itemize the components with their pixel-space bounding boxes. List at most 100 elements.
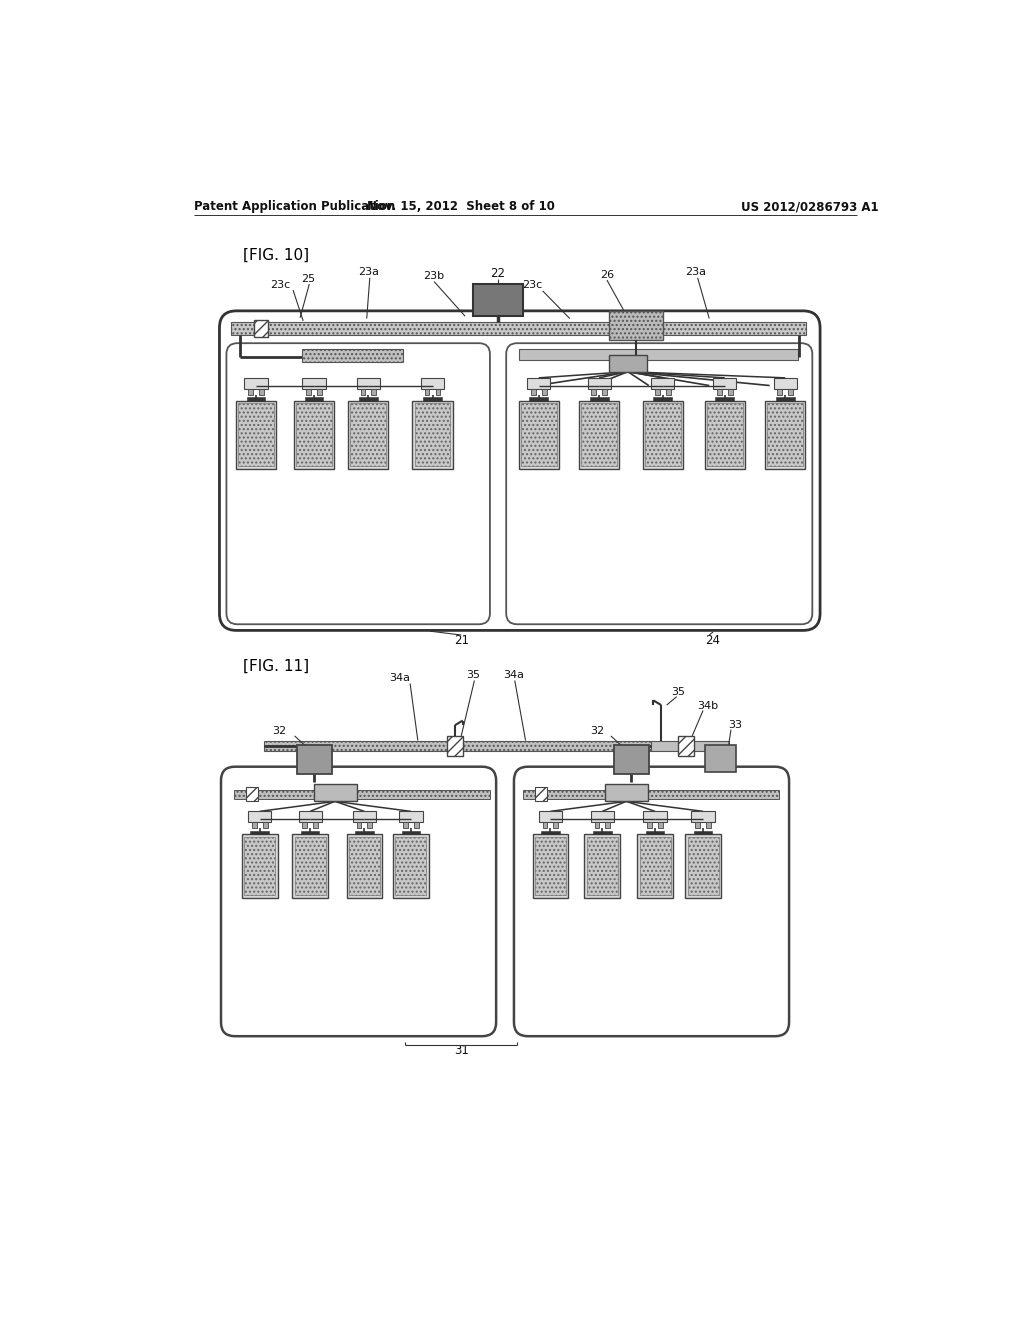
FancyBboxPatch shape (506, 343, 812, 624)
Text: 23a: 23a (357, 268, 379, 277)
Text: 25: 25 (301, 273, 315, 284)
Text: [FIG. 10]: [FIG. 10] (243, 248, 309, 263)
Bar (728, 388, 732, 395)
Bar (593, 830, 611, 834)
Bar (542, 388, 547, 395)
Bar (263, 822, 267, 829)
FancyBboxPatch shape (219, 312, 820, 631)
Bar (693, 830, 713, 834)
Bar (643, 401, 683, 469)
Bar (608, 355, 647, 372)
Bar (245, 378, 267, 388)
Bar (399, 812, 423, 822)
Text: Patent Application Publication: Patent Application Publication (194, 201, 395, 214)
Bar (306, 388, 311, 395)
Bar (605, 822, 610, 829)
Bar (645, 404, 681, 466)
Bar (414, 822, 419, 829)
Bar (591, 812, 614, 822)
Bar (643, 812, 667, 822)
Text: 21: 21 (454, 634, 469, 647)
Bar (254, 321, 267, 337)
Bar (539, 812, 562, 822)
Bar (403, 822, 408, 829)
Text: 24: 24 (706, 634, 721, 647)
Bar (523, 789, 779, 799)
Bar (543, 822, 547, 829)
Bar (653, 397, 672, 401)
Bar (655, 388, 659, 395)
Bar (706, 744, 736, 772)
Bar (666, 388, 671, 395)
Bar (587, 837, 617, 895)
Bar (716, 397, 734, 401)
Bar (765, 401, 805, 469)
Bar (529, 397, 548, 401)
Bar (415, 404, 451, 466)
Bar (776, 397, 795, 401)
Text: 26: 26 (600, 269, 614, 280)
Bar (352, 812, 376, 822)
Bar (242, 834, 278, 898)
Bar (314, 784, 356, 801)
Text: 35: 35 (672, 686, 685, 697)
Bar (777, 388, 782, 395)
Bar (251, 830, 269, 834)
Bar (248, 812, 271, 822)
Text: 33: 33 (729, 721, 742, 730)
Bar (245, 837, 275, 895)
Bar (302, 822, 307, 829)
Bar (705, 401, 744, 469)
Bar (647, 822, 652, 829)
Bar (527, 378, 550, 388)
Bar (301, 830, 319, 834)
Bar (535, 787, 547, 800)
Bar (302, 378, 326, 388)
Bar (360, 388, 366, 395)
Bar (302, 350, 403, 362)
Text: 34b: 34b (697, 701, 718, 711)
Bar (585, 834, 621, 898)
FancyBboxPatch shape (226, 343, 489, 624)
Bar (393, 834, 429, 898)
Bar (247, 397, 265, 401)
Bar (687, 837, 719, 895)
Text: 23b: 23b (423, 271, 444, 281)
Bar (259, 388, 263, 395)
Bar (346, 834, 382, 898)
Bar (554, 822, 558, 829)
Text: 34a: 34a (389, 673, 410, 684)
Bar (532, 834, 568, 898)
Text: 22: 22 (490, 267, 505, 280)
Text: 23c: 23c (522, 280, 543, 290)
Bar (531, 388, 536, 395)
Bar (707, 822, 711, 829)
Bar (296, 404, 332, 466)
Bar (356, 822, 361, 829)
Bar (292, 834, 328, 898)
Bar (231, 322, 806, 335)
Text: 32: 32 (590, 726, 604, 735)
Bar (401, 830, 420, 834)
Bar (355, 830, 374, 834)
Text: Nov. 15, 2012  Sheet 8 of 10: Nov. 15, 2012 Sheet 8 of 10 (368, 201, 555, 214)
Bar (246, 787, 258, 800)
Bar (252, 822, 257, 829)
Bar (356, 378, 380, 388)
Bar (317, 388, 322, 395)
Bar (295, 837, 326, 895)
Bar (541, 830, 560, 834)
Bar (590, 397, 608, 401)
Bar (425, 388, 429, 395)
Bar (588, 378, 611, 388)
Bar (579, 401, 620, 469)
Bar (236, 401, 276, 469)
Bar (234, 789, 489, 799)
Bar (717, 388, 722, 395)
Bar (767, 404, 803, 466)
Bar (773, 378, 797, 388)
Bar (359, 397, 378, 401)
Bar (299, 812, 322, 822)
Bar (421, 378, 444, 388)
Text: 35: 35 (466, 671, 480, 680)
